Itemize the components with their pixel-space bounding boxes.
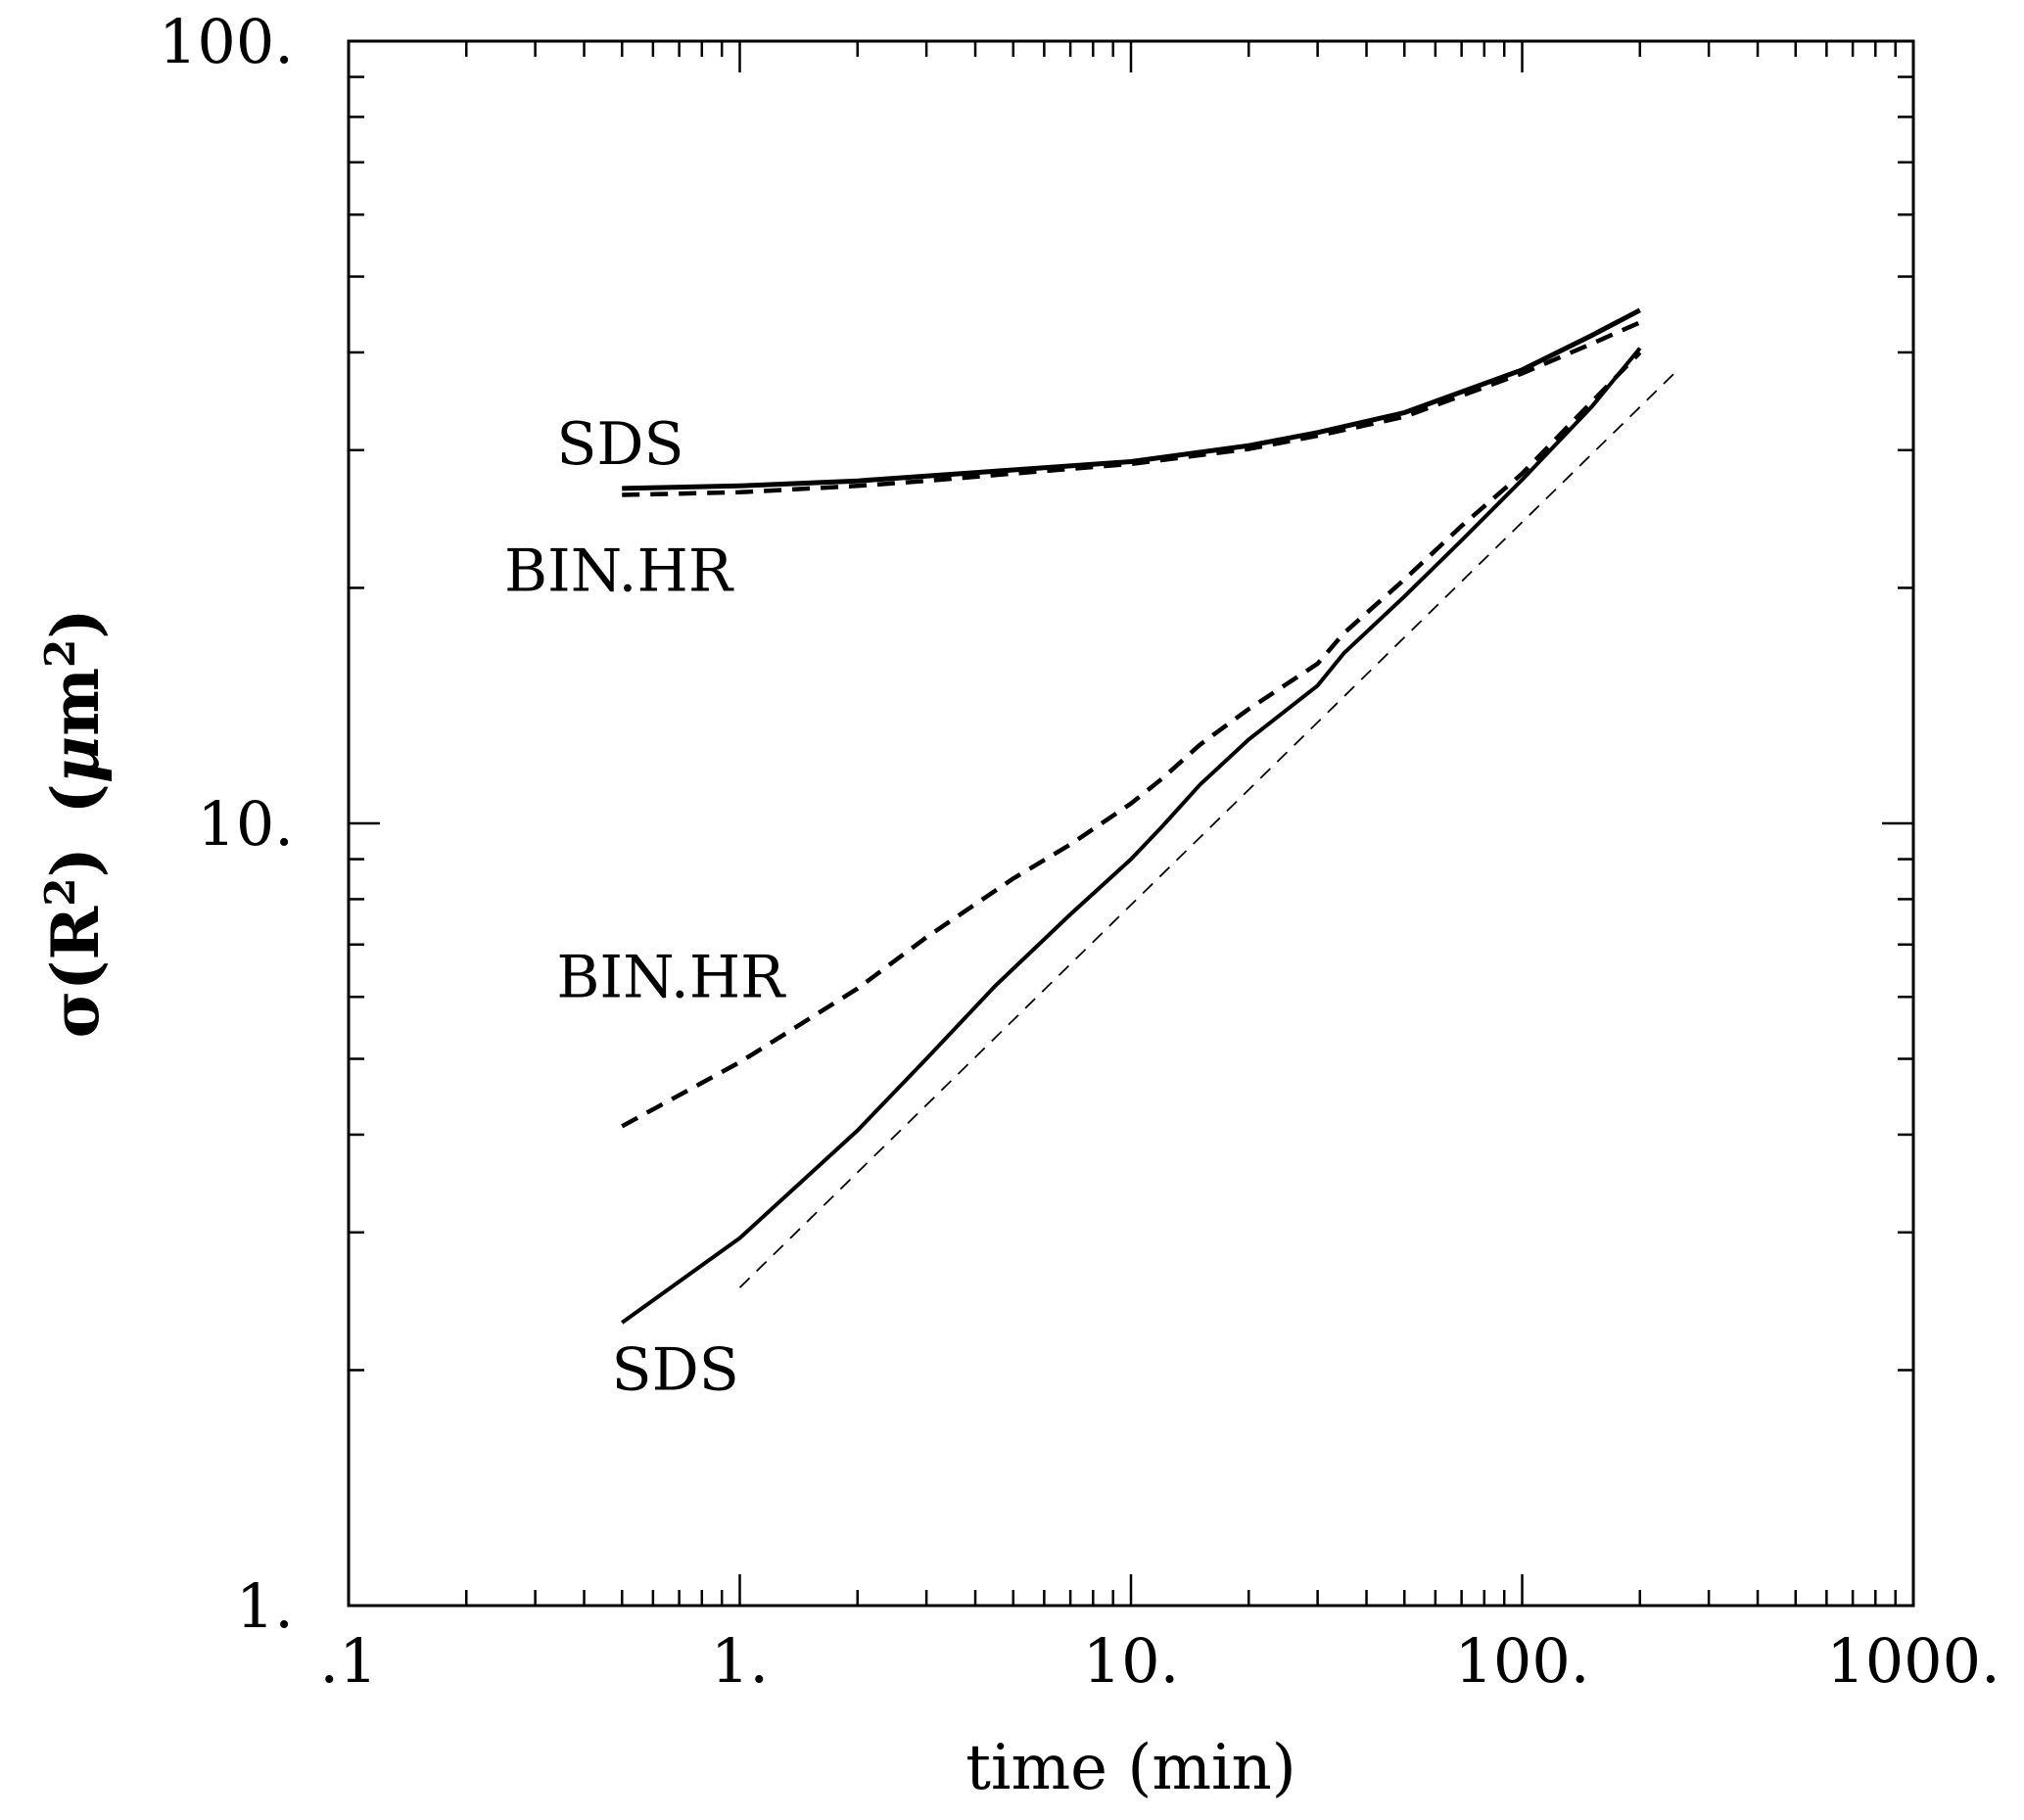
x-tick-label: 100. bbox=[1454, 1625, 1589, 1697]
series-line-2 bbox=[622, 320, 1641, 497]
y-axis-label-m: m bbox=[37, 668, 114, 736]
annotations: SDS BIN.HR BIN.HR SDS bbox=[504, 410, 786, 1404]
x-tick-label: .1 bbox=[319, 1625, 377, 1697]
y-axis-label-sup2: 2 bbox=[36, 639, 84, 668]
series-line-5 bbox=[738, 369, 1679, 1288]
y-axis-label-units-open: ( bbox=[37, 783, 114, 814]
ticks bbox=[347, 41, 1913, 1608]
plot-frame bbox=[347, 39, 1915, 1608]
tick-labels: .1 1. 10. 100. 1000. 1. 10. 100. bbox=[159, 6, 2000, 1697]
x-axis-label: time (min) bbox=[965, 1732, 1295, 1804]
series-group bbox=[621, 307, 1679, 1325]
series-line-3 bbox=[621, 350, 1642, 1129]
annotation-label: BIN.HR bbox=[556, 944, 786, 1012]
series-line-4 bbox=[621, 347, 1642, 1325]
annotation-label: BIN.HR bbox=[504, 537, 734, 606]
y-axis-label-sigma: σ(R bbox=[37, 906, 114, 1039]
y-tick-label: 100. bbox=[159, 6, 294, 77]
y-axis-label-mu: μ bbox=[37, 736, 114, 783]
y-axis-label-sup1: 2 bbox=[36, 878, 84, 907]
x-tick-label: 1. bbox=[711, 1625, 769, 1697]
y-axis-label-units-close: ) bbox=[37, 608, 114, 638]
series-line-1 bbox=[622, 307, 1641, 491]
y-tick-label: 10. bbox=[197, 788, 294, 860]
y-axis-label-close: ) bbox=[37, 847, 114, 877]
y-axis-label: σ(R2)(μm2) bbox=[36, 608, 114, 1038]
annotation-label: SDS bbox=[556, 410, 683, 479]
annotation-label: SDS bbox=[612, 1335, 739, 1404]
x-tick-label: 1000. bbox=[1826, 1625, 2000, 1697]
x-tick-label: 10. bbox=[1083, 1625, 1180, 1697]
y-tick-label: 1. bbox=[236, 1570, 294, 1642]
